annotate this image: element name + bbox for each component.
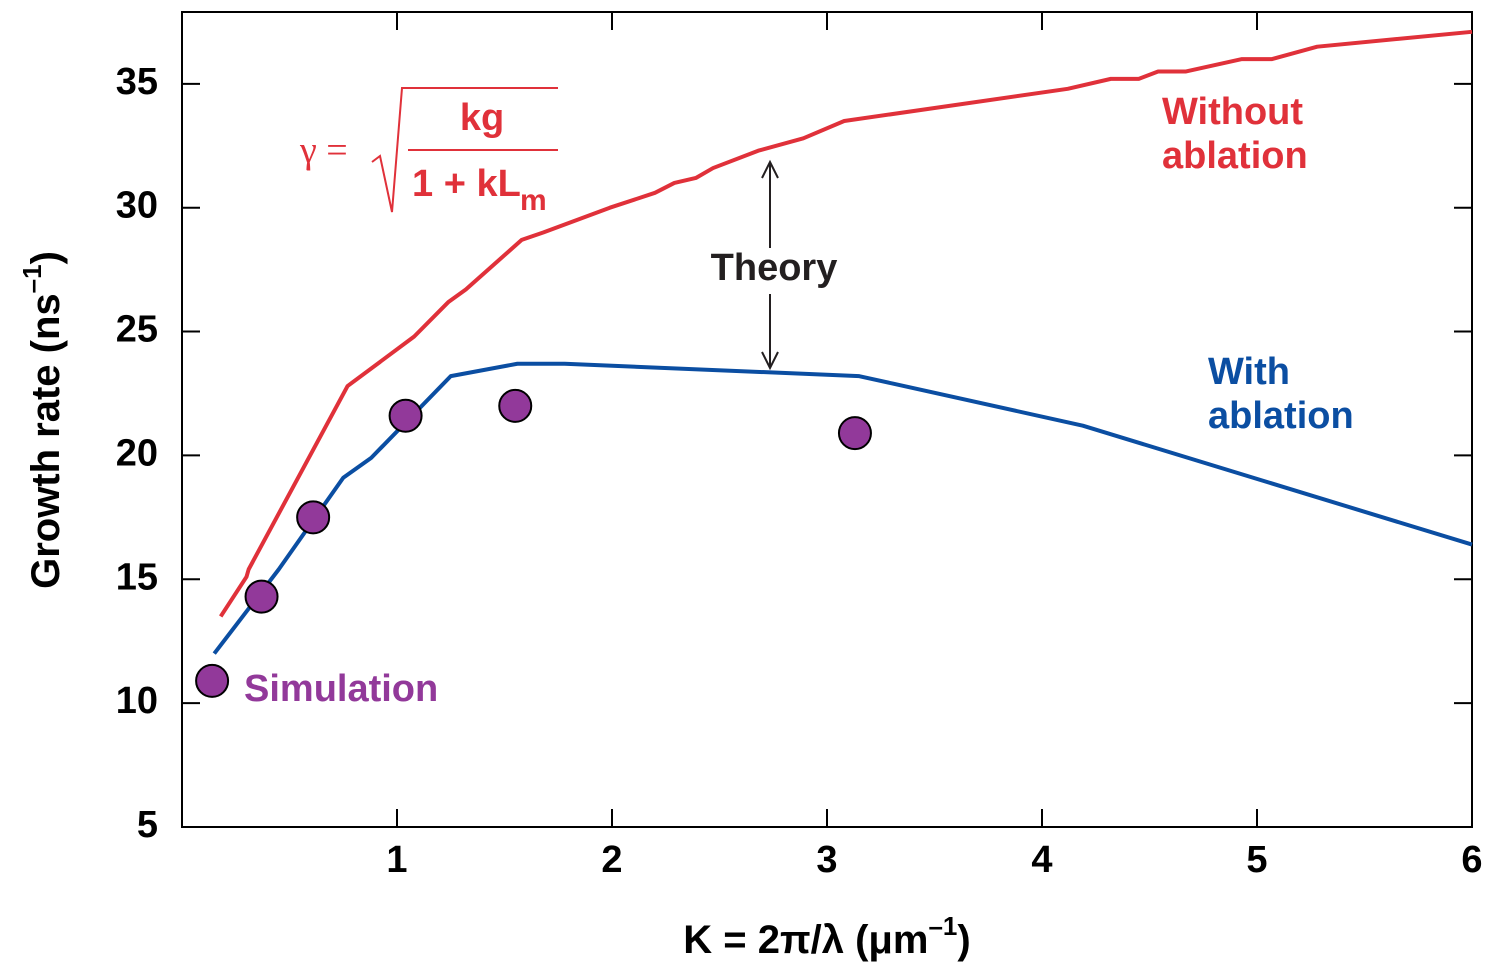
y-tick-label: 20 <box>116 432 158 474</box>
series-label-box: With ablation <box>1208 351 1354 437</box>
scatter-point <box>195 663 230 698</box>
y-tick-label: 30 <box>116 185 158 227</box>
y-tick-label: 25 <box>116 309 158 351</box>
series-label: Without ablation <box>1162 91 1308 177</box>
sqrt-sign <box>371 87 558 213</box>
y-tick-label: 15 <box>116 556 158 598</box>
series-label: Simulation <box>244 668 439 710</box>
y-label-text: Growth rate (ns <box>24 293 68 589</box>
scatter-point <box>244 579 279 614</box>
y-tick-label: 5 <box>137 804 158 846</box>
x-tick-label: 3 <box>816 839 837 881</box>
x-axis-label: K = 2π/λ (μm–1) <box>683 911 970 962</box>
series-label-box: Simulation <box>244 668 439 710</box>
x-tick-label: 2 <box>601 839 622 881</box>
scatter-point <box>296 500 331 535</box>
x-tick-label: 4 <box>1031 839 1052 881</box>
x-tick-label: 1 <box>386 839 407 881</box>
series-label: With ablation <box>1208 351 1354 437</box>
theory-arrows <box>761 159 779 371</box>
y-label-sup: –1 <box>17 264 47 293</box>
y-label-close: ) <box>24 251 68 264</box>
formula-numerator: kg <box>460 97 504 139</box>
formula-lhs: γ = <box>299 130 348 172</box>
series-label-box: Without ablation <box>1162 91 1308 177</box>
arrow-down-head <box>761 351 779 371</box>
x-label-sup: –1 <box>928 911 957 941</box>
x-tick-label: 5 <box>1246 839 1267 881</box>
scatter-point <box>498 388 533 423</box>
theory-label: Theory <box>711 247 838 289</box>
y-axis-label: Growth rate (ns–1) <box>17 251 68 589</box>
x-label-text: K = 2π/λ (μm <box>683 918 928 962</box>
scatter-point <box>837 416 872 451</box>
y-tick-label: 35 <box>116 61 158 103</box>
series-line <box>219 29 1473 618</box>
x-label-close: ) <box>957 918 970 962</box>
x-tick-label: 6 <box>1461 839 1482 881</box>
scatter-point <box>388 398 423 433</box>
arrow-up-head <box>761 159 779 179</box>
formula-subscript: m <box>520 184 547 217</box>
formula-denominator: 1 + kL <box>412 163 521 205</box>
formula: γ = kg 1 + kL m <box>299 87 558 217</box>
y-tick-label: 10 <box>116 680 158 722</box>
